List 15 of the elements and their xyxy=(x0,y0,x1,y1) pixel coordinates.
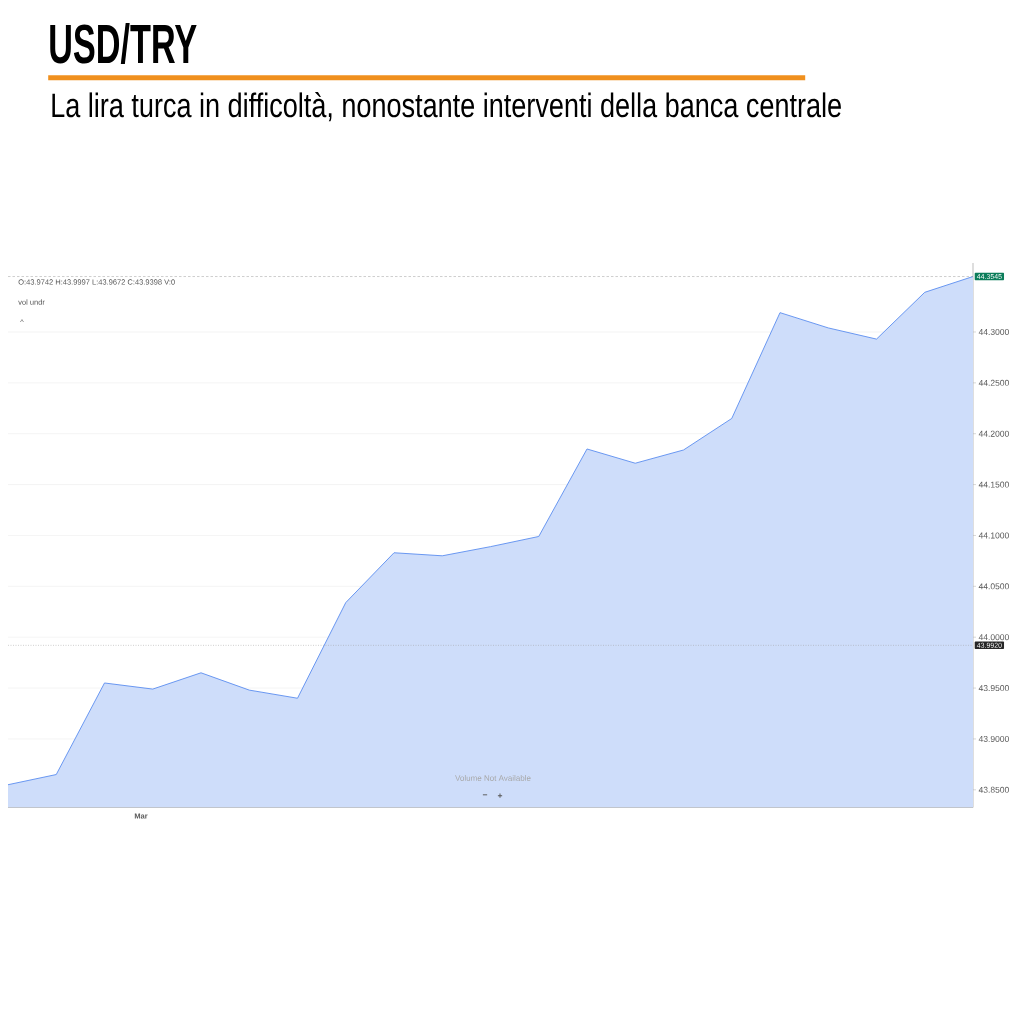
y-tick-label: 44.1000 xyxy=(978,532,1009,539)
y-tick-label: 44.0500 xyxy=(978,583,1009,590)
y-tick-label: 44.2500 xyxy=(978,379,1009,386)
annotation: Volume Not Available xyxy=(455,775,531,781)
y-tick-label: 43.9000 xyxy=(978,735,1009,742)
annotation: + xyxy=(497,793,503,798)
y-tick-label: 44.0000 xyxy=(978,634,1009,641)
chart-title: USD/TRY xyxy=(50,22,197,65)
chart-subtitle: La lira turca in difficoltà, nonostante interventi della banca centrale xyxy=(52,92,841,122)
y-tick-label: 43.9500 xyxy=(978,685,1009,692)
y-tick-label: 44.2000 xyxy=(978,430,1009,437)
annotation: − xyxy=(482,794,488,796)
y-tick-label: 44.3000 xyxy=(978,328,1009,335)
y-tick-label: 43.8500 xyxy=(978,786,1009,793)
y-tick-label: 44.1500 xyxy=(978,481,1009,488)
